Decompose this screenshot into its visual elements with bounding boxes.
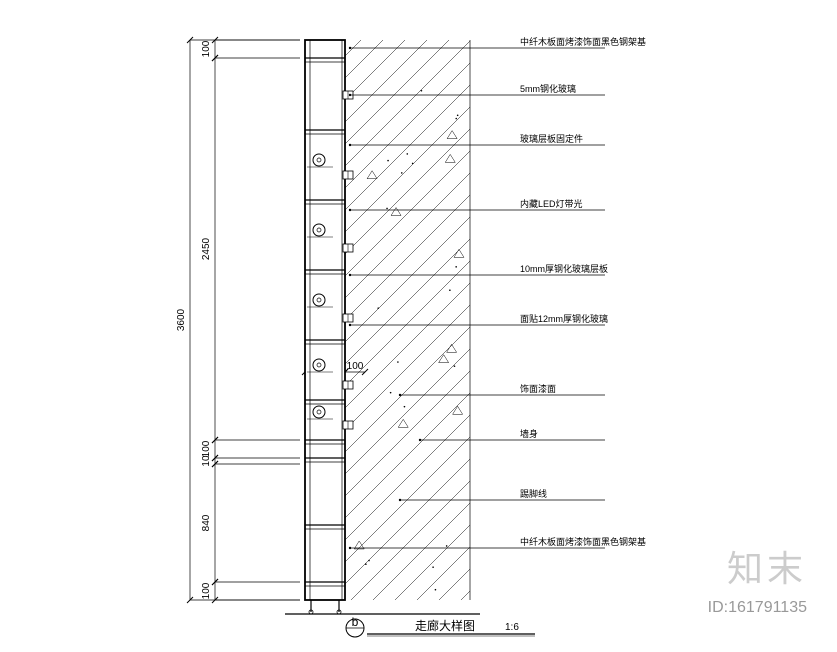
technical-drawing: 3600100245010010840100300100中纤木板面烤漆饰面黑色钢… — [0, 0, 837, 652]
svg-text:100: 100 — [201, 440, 212, 457]
svg-text:3600: 3600 — [176, 308, 187, 331]
svg-text:5mm钢化玻璃: 5mm钢化玻璃 — [520, 83, 576, 94]
svg-text:墙身: 墙身 — [520, 428, 538, 439]
wall-section — [345, 0, 470, 652]
svg-text:走廊大样图: 走廊大样图 — [415, 618, 475, 633]
svg-text:840: 840 — [201, 514, 212, 531]
svg-text:内藏LED灯带光: 内藏LED灯带光 — [520, 198, 583, 209]
svg-text:100: 100 — [347, 361, 364, 372]
svg-text:2450: 2450 — [201, 237, 212, 260]
callout-labels — [349, 47, 605, 549]
svg-text:中纤木板面烤漆饰面黑色钢架基: 中纤木板面烤漆饰面黑色钢架基 — [520, 36, 646, 47]
svg-text:10mm厚钢化玻璃层板: 10mm厚钢化玻璃层板 — [520, 263, 608, 274]
svg-text:b: b — [352, 615, 359, 629]
svg-text:10: 10 — [201, 455, 212, 467]
svg-text:面贴12mm厚钢化玻璃: 面贴12mm厚钢化玻璃 — [520, 313, 608, 324]
svg-text:1:6: 1:6 — [505, 622, 519, 633]
svg-text:100: 100 — [201, 582, 212, 599]
svg-text:中纤木板面烤漆饰面黑色钢架基: 中纤木板面烤漆饰面黑色钢架基 — [520, 536, 646, 547]
svg-text:踢脚线: 踢脚线 — [520, 488, 547, 499]
svg-text:100: 100 — [201, 40, 212, 57]
svg-text:饰面漆面: 饰面漆面 — [520, 383, 556, 394]
svg-text:玻璃层板固定件: 玻璃层板固定件 — [520, 133, 583, 144]
